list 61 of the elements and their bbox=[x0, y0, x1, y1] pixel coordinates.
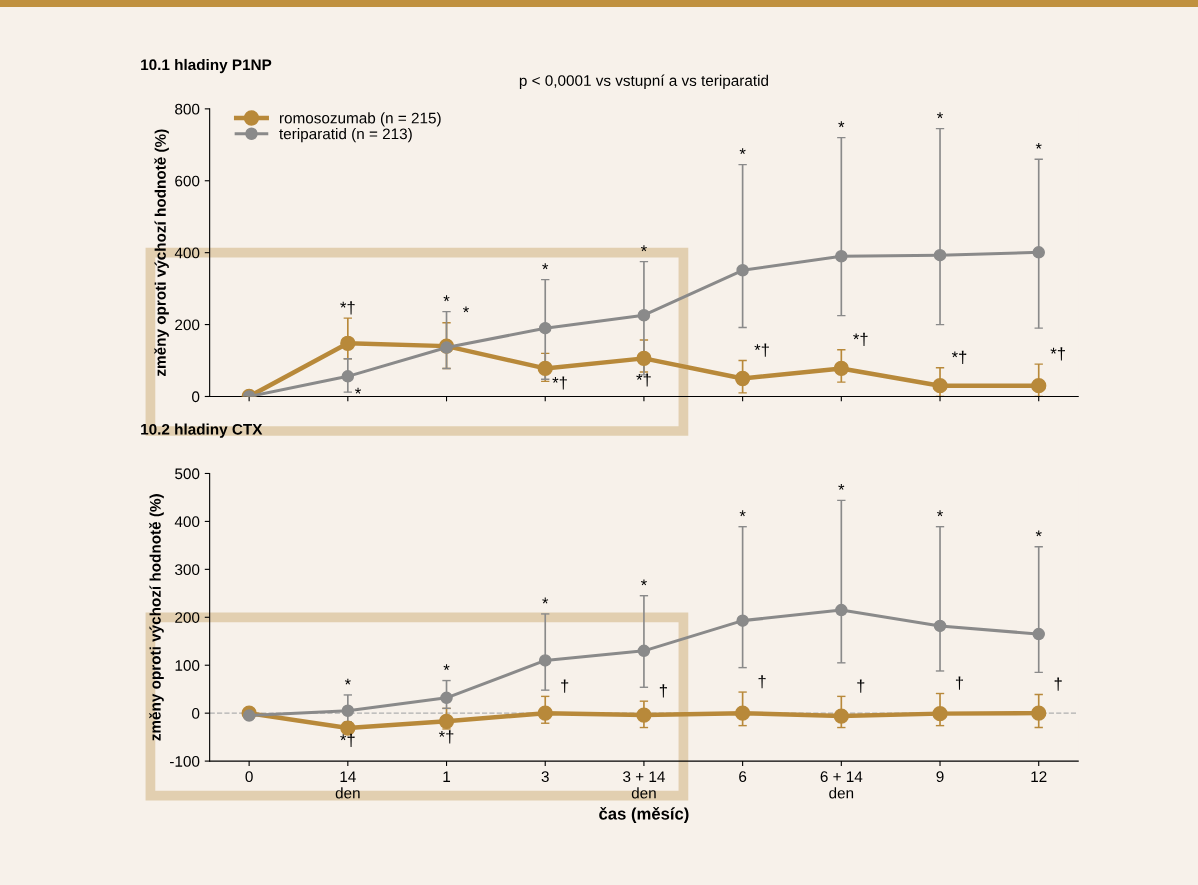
x-tick-label: 3 + 14 den bbox=[623, 771, 665, 799]
annotation: * bbox=[443, 664, 450, 671]
annotation: † bbox=[659, 684, 667, 698]
y-tick-label: -100 bbox=[170, 755, 200, 767]
x-tick-label: 9 bbox=[936, 771, 944, 783]
annotation: † bbox=[758, 675, 766, 689]
y-axis-title: změny oproti výchozí hodnotě (%) bbox=[149, 494, 164, 741]
annotation: *† bbox=[853, 332, 868, 347]
annotation: * bbox=[937, 510, 943, 517]
annotation: *† bbox=[636, 373, 651, 387]
annotation: † bbox=[1054, 677, 1062, 691]
annotation: * bbox=[937, 112, 943, 119]
annotation: * bbox=[838, 484, 845, 490]
chart-subtitle: p < 0,0001 vs vstupní a vs teriparatid bbox=[519, 74, 768, 90]
y-tick-label: 100 bbox=[175, 660, 200, 671]
y-tick-label: 0 bbox=[192, 708, 200, 719]
annotation: * bbox=[542, 597, 549, 604]
annotation: * bbox=[838, 121, 845, 128]
x-tick-label: 6 bbox=[739, 771, 747, 783]
legend-label: teriparatid (n = 213) bbox=[279, 128, 412, 143]
annotation: *† bbox=[1050, 347, 1065, 361]
annotation: * bbox=[739, 148, 746, 155]
x-tick-label: 14 den bbox=[335, 771, 360, 799]
annotation: *† bbox=[951, 350, 967, 364]
annotation: * bbox=[1035, 142, 1042, 149]
y-tick-label: 400 bbox=[174, 247, 200, 259]
chart-title: 10.1 hladiny P1NP bbox=[141, 58, 272, 74]
annotation: * bbox=[640, 579, 647, 586]
annotation: *† bbox=[438, 730, 454, 744]
y-axis-title: změny oproti výchozí hodnotě (%) bbox=[154, 129, 169, 376]
annotation: * bbox=[1035, 530, 1042, 537]
annotation: *† bbox=[340, 733, 355, 747]
y-tick-label: 300 bbox=[175, 564, 200, 576]
y-tick-label: 500 bbox=[175, 468, 200, 480]
x-tick-label: 3 bbox=[541, 771, 549, 783]
annotation: * bbox=[355, 387, 361, 394]
y-tick-label: 400 bbox=[174, 516, 200, 528]
annotation: † bbox=[955, 676, 963, 690]
annotation: * bbox=[640, 245, 647, 252]
annotation: *† bbox=[754, 343, 769, 357]
annotation: * bbox=[344, 678, 351, 685]
y-tick-label: 600 bbox=[175, 175, 200, 187]
x-tick-label: 12 bbox=[1031, 771, 1047, 782]
annotation: † bbox=[857, 679, 865, 693]
y-tick-label: 200 bbox=[175, 319, 200, 331]
x-tick-label: 1 bbox=[443, 771, 451, 782]
annotation: * bbox=[443, 295, 450, 302]
annotation: *† bbox=[340, 301, 355, 315]
annotation: † bbox=[561, 679, 569, 693]
legend-label: romosozumab (n = 215) bbox=[279, 112, 441, 127]
y-tick-label: 0 bbox=[192, 391, 200, 403]
annotation: * bbox=[463, 306, 469, 313]
x-axis-title: čas (měsíc) bbox=[599, 807, 689, 823]
x-tick-label: 0 bbox=[245, 771, 253, 783]
annotation: * bbox=[542, 263, 549, 270]
annotation: * bbox=[739, 510, 746, 517]
y-tick-label: 200 bbox=[175, 612, 200, 623]
annotation: *† bbox=[552, 376, 567, 390]
x-tick-label: 6 + 14 den bbox=[820, 771, 863, 799]
y-tick-label: 800 bbox=[175, 103, 200, 115]
chart-title: 10.2 hladiny CTX bbox=[141, 423, 263, 438]
